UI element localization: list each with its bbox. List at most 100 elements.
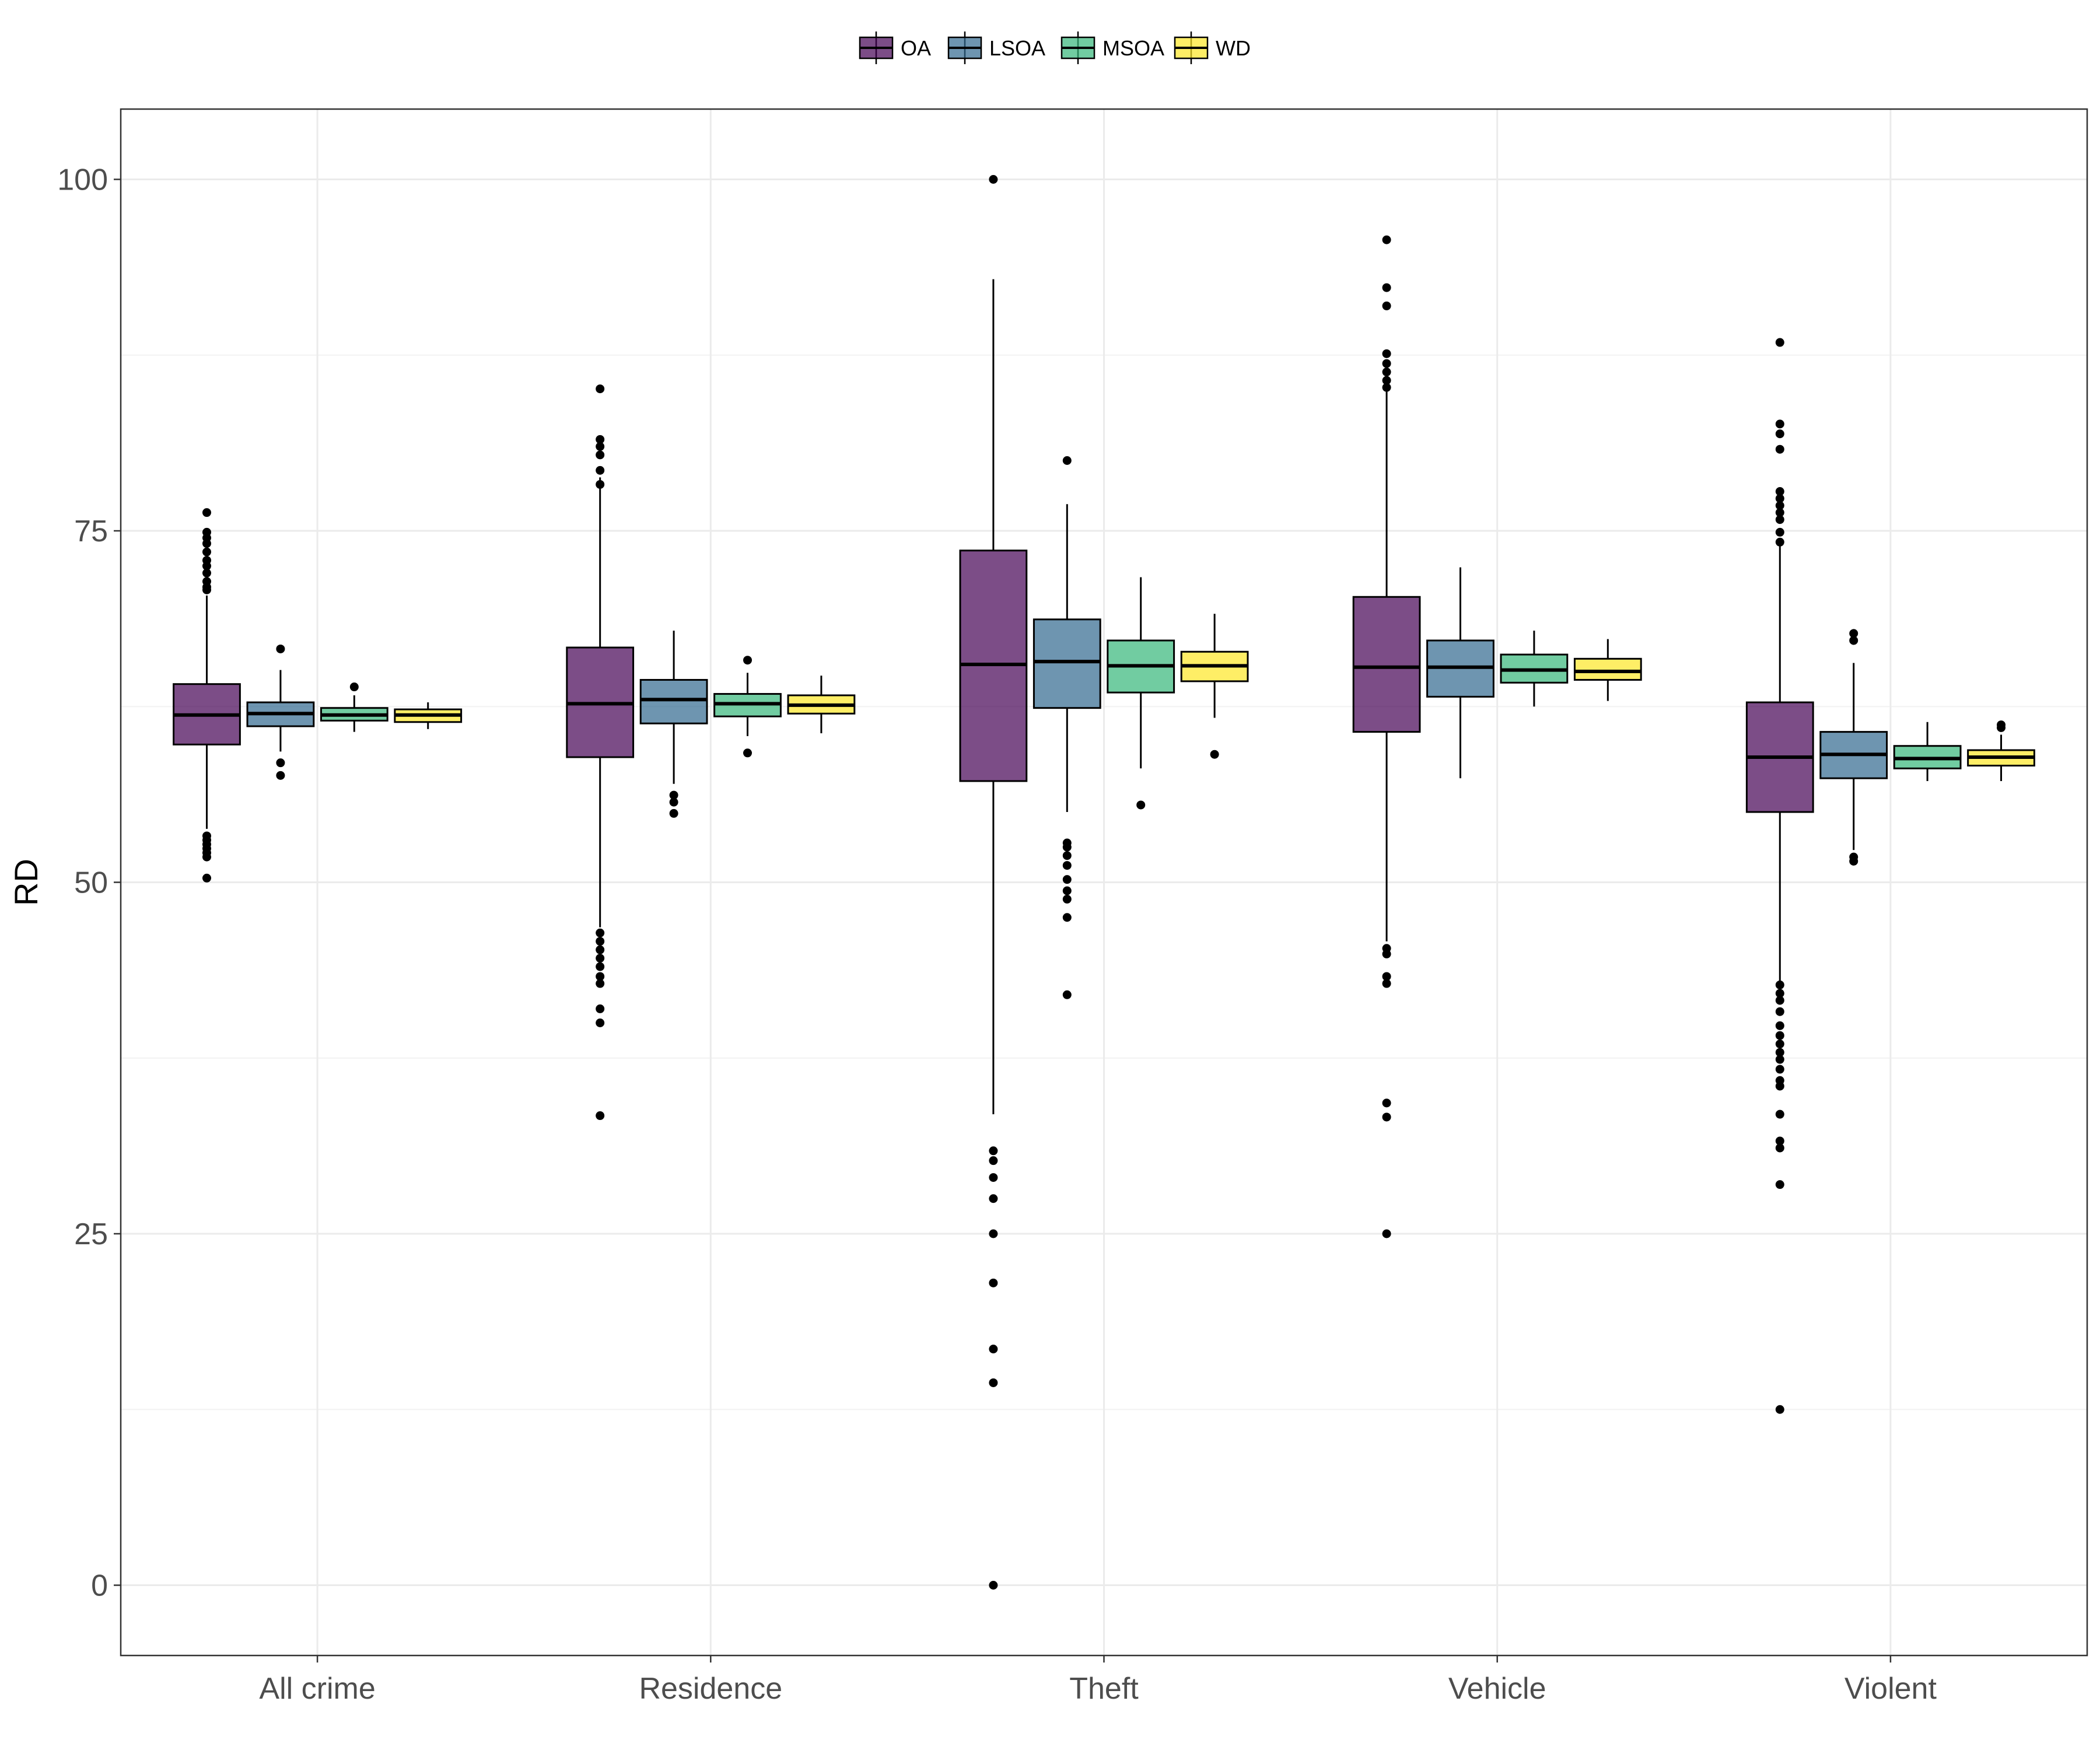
outlier-point bbox=[989, 1345, 998, 1354]
outlier-point bbox=[202, 568, 211, 578]
category-group bbox=[566, 384, 856, 1121]
outlier-point bbox=[1849, 629, 1859, 638]
y-axis-title: RD bbox=[8, 859, 44, 906]
y-tick-label: 0 bbox=[91, 1569, 108, 1603]
outlier-point bbox=[596, 972, 605, 981]
outlier-point bbox=[596, 480, 605, 489]
box-oa bbox=[566, 384, 635, 1121]
legend-item-lsoa: LSOA bbox=[947, 32, 1045, 64]
outlier-point bbox=[743, 656, 752, 665]
outlier-point bbox=[1382, 376, 1391, 385]
outlier-point bbox=[1775, 996, 1784, 1005]
box-lsoa bbox=[1819, 629, 1888, 866]
box-lsoa bbox=[246, 644, 315, 780]
outlier-point bbox=[276, 758, 285, 768]
legend-label: MSOA bbox=[1102, 36, 1164, 60]
outlier-point bbox=[669, 790, 678, 800]
outlier-point bbox=[1210, 750, 1219, 759]
legend-label: LSOA bbox=[989, 36, 1045, 60]
box-wd bbox=[1573, 639, 1642, 701]
outlier-point bbox=[1775, 501, 1784, 510]
outlier-point bbox=[1775, 1031, 1784, 1040]
y-tick-label: 75 bbox=[74, 514, 108, 548]
outlier-point bbox=[596, 450, 605, 460]
y-tick-label: 100 bbox=[57, 163, 108, 197]
outlier-point bbox=[1775, 508, 1784, 517]
outlier-point bbox=[596, 466, 605, 475]
outlier-point bbox=[1775, 1007, 1784, 1016]
box-lsoa bbox=[639, 631, 708, 818]
outlier-point bbox=[669, 797, 678, 807]
outlier-point bbox=[1849, 856, 1859, 866]
outlier-point bbox=[1997, 723, 2006, 732]
box-wd bbox=[394, 702, 463, 729]
outlier-point bbox=[1382, 972, 1391, 981]
outlier-point bbox=[1775, 429, 1784, 439]
outlier-point bbox=[989, 1173, 998, 1182]
outlier-point bbox=[1382, 383, 1391, 392]
outlier-point bbox=[989, 1378, 998, 1387]
outlier-point bbox=[596, 928, 605, 937]
outlier-point bbox=[1382, 283, 1391, 292]
legend-item-oa: OA bbox=[859, 32, 931, 64]
outlier-point bbox=[1775, 1110, 1784, 1119]
legend-label: OA bbox=[901, 36, 931, 60]
category-group bbox=[1352, 235, 1642, 1238]
outlier-point bbox=[202, 585, 211, 594]
y-axis: 0 25 50 75 100 bbox=[57, 163, 121, 1603]
outlier-point bbox=[1775, 419, 1784, 429]
legend-label: WD bbox=[1216, 36, 1251, 60]
outlier-point bbox=[1136, 800, 1146, 810]
x-tick-label: Residence bbox=[639, 1672, 782, 1706]
outlier-point bbox=[1062, 913, 1072, 922]
outlier-point bbox=[989, 1146, 998, 1156]
category-group bbox=[173, 508, 463, 883]
outlier-point bbox=[276, 644, 285, 653]
legend-item-msoa: MSOA bbox=[1060, 32, 1164, 64]
category-group bbox=[1745, 338, 2035, 1414]
outlier-point bbox=[202, 852, 211, 862]
box-msoa bbox=[1500, 631, 1569, 707]
outlier-point bbox=[1775, 980, 1784, 989]
outlier-point bbox=[1775, 527, 1784, 537]
box-wd bbox=[1967, 720, 2035, 781]
outlier-point bbox=[989, 1156, 998, 1166]
outlier-point bbox=[669, 808, 678, 818]
outlier-point bbox=[989, 1278, 998, 1287]
box-msoa bbox=[713, 656, 782, 758]
outlier-point bbox=[1775, 487, 1784, 496]
outlier-point bbox=[1382, 368, 1391, 377]
outlier-point bbox=[1775, 1082, 1784, 1091]
outlier-point bbox=[1382, 235, 1391, 244]
outlier-point bbox=[1382, 949, 1391, 958]
outlier-point bbox=[1382, 349, 1391, 358]
outlier-point bbox=[1775, 1143, 1784, 1153]
outlier-point bbox=[1382, 1098, 1391, 1108]
outlier-point bbox=[596, 1019, 605, 1027]
box-iqr bbox=[1032, 618, 1101, 709]
outlier-point bbox=[1382, 301, 1391, 310]
outlier-point bbox=[989, 1229, 998, 1238]
outlier-point bbox=[596, 442, 605, 451]
outlier-point bbox=[1775, 537, 1784, 547]
box-oa bbox=[1352, 235, 1421, 1238]
outlier-point bbox=[596, 945, 605, 954]
outlier-point bbox=[1775, 338, 1784, 347]
outlier-point bbox=[1775, 494, 1784, 503]
outlier-point bbox=[596, 954, 605, 963]
box-oa bbox=[1745, 338, 1814, 1414]
outlier-point bbox=[276, 771, 285, 780]
outlier-point bbox=[1062, 842, 1072, 852]
legend: OA LSOA MSOA WD bbox=[859, 32, 1251, 64]
outlier-point bbox=[1775, 1405, 1784, 1414]
outlier-point bbox=[989, 1194, 998, 1203]
outlier-point bbox=[989, 1581, 998, 1590]
box-oa bbox=[173, 508, 241, 883]
x-tick-label: Vehicle bbox=[1448, 1672, 1546, 1706]
box-msoa bbox=[1107, 577, 1175, 810]
outlier-point bbox=[202, 508, 211, 517]
outlier-point bbox=[1062, 875, 1072, 884]
outlier-point bbox=[596, 435, 605, 444]
outlier-point bbox=[202, 561, 211, 570]
